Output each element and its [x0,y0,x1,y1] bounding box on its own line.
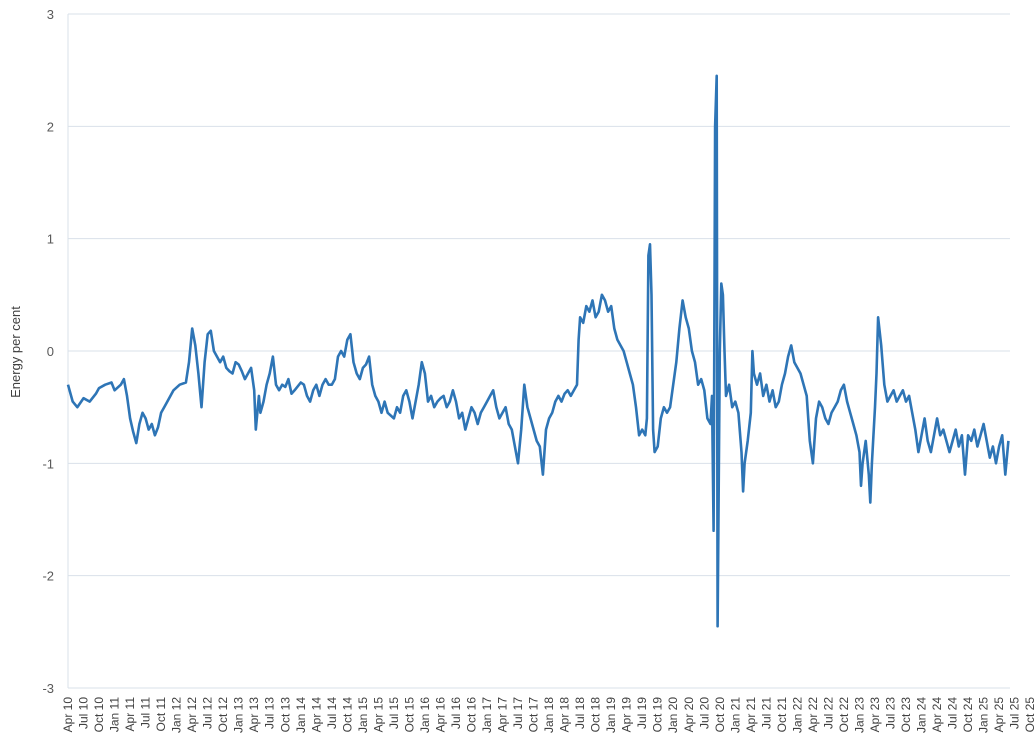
x-tick-label: Apr 25 [992,697,1006,733]
x-tick-label: Apr 15 [371,697,385,733]
x-tick-label: Jan 23 [852,697,866,733]
x-tick-label: Jan 24 [915,697,929,733]
x-tick-label: Jan 17 [480,697,494,733]
y-tick-label: -1 [42,456,54,471]
x-tick-label: Oct 24 [961,697,975,733]
x-tick-label: Apr 22 [806,697,820,733]
x-tick-label: Jul 14 [325,697,339,729]
x-tick-label: Apr 23 [868,697,882,733]
y-tick-label: -3 [42,681,54,696]
x-tick-label: Oct 23 [899,697,913,733]
y-tick-label: 2 [47,119,54,134]
x-tick-label: Jan 11 [108,697,122,732]
x-tick-label: Apr 12 [185,697,199,733]
x-tick-label: Oct 15 [402,697,416,733]
x-tick-label: Oct 14 [340,697,354,733]
x-tick-label: Apr 21 [744,697,758,733]
x-tick-label: Apr 11 [123,697,137,732]
x-tick-label: Jan 12 [170,697,184,733]
x-tick-label: Oct 13 [278,697,292,733]
x-tick-label: Oct 18 [589,697,603,733]
x-tick-label: Apr 20 [682,697,696,733]
y-tick-label: 3 [47,7,54,22]
x-tick-label: Apr 24 [930,697,944,733]
x-tick-label: Apr 16 [433,697,447,733]
x-tick-label: Apr 19 [620,697,634,733]
x-tick-label: Apr 17 [496,697,510,733]
x-tick-label: Jan 25 [977,697,991,733]
x-tick-label: Jan 22 [790,697,804,733]
x-tick-label: Jul 11 [139,697,153,728]
y-axis-label: Energy per cent [8,306,23,398]
x-tick-label: Jan 14 [294,697,308,733]
x-tick-label: Jan 16 [418,697,432,733]
y-tick-label: 1 [47,232,54,247]
x-tick-label: Apr 10 [61,697,75,733]
x-tick-label: Jul 13 [263,697,277,729]
x-tick-label: Jul 16 [449,697,463,729]
x-tick-label: Jul 22 [821,697,835,729]
x-tick-label: Jul 21 [759,697,773,729]
x-tick-label: Jul 20 [697,697,711,729]
gridlines [68,13,1010,689]
y-tick-label: -2 [42,569,54,584]
x-tick-label: Apr 18 [558,697,572,733]
x-tick-label: Oct 25 [1023,697,1035,733]
series-line [66,74,1010,628]
x-tick-label: Jul 24 [946,697,960,729]
x-tick-label: Oct 11 [154,697,168,732]
x-tick-labels: Apr 10 Jul 10 Oct 10 Jan 11 Apr 11 Jul 11 Oct … [61,697,1035,733]
x-tick-label: Jul 10 [77,697,91,729]
x-tick-label: Jan 18 [542,697,556,733]
x-tick-label: Oct 19 [651,697,665,733]
x-tick-label: Jul 17 [511,697,525,729]
x-tick-label: Jan 15 [356,697,370,733]
x-tick-label: Apr 14 [309,697,323,733]
x-tick-label: Oct 21 [775,697,789,733]
x-tick-label: Jul 15 [387,697,401,729]
x-tick-label: Jul 23 [884,697,898,729]
x-tick-label: Jul 12 [201,697,215,729]
x-tick-label: Jul 25 [1008,697,1022,729]
x-tick-label: Oct 22 [837,697,851,733]
x-tick-label: Oct 17 [527,697,541,733]
x-tick-label: Jul 18 [573,697,587,729]
y-tick-label: 0 [47,344,54,359]
x-tick-label: Jan 21 [728,697,742,733]
x-tick-label: Oct 12 [216,697,230,733]
x-tick-label: Jul 19 [635,697,649,729]
y-tick-labels: 3 2 1 0 -1 -2 -3 [42,7,54,696]
x-tick-label: Apr 13 [247,697,261,733]
x-tick-label: Jan 13 [232,697,246,733]
x-tick-label: Jan 20 [666,697,680,733]
x-tick-label: Oct 16 [464,697,478,733]
x-tick-label: Oct 20 [713,697,727,733]
x-tick-label: Jan 19 [604,697,618,733]
x-tick-label: Oct 10 [92,697,106,733]
